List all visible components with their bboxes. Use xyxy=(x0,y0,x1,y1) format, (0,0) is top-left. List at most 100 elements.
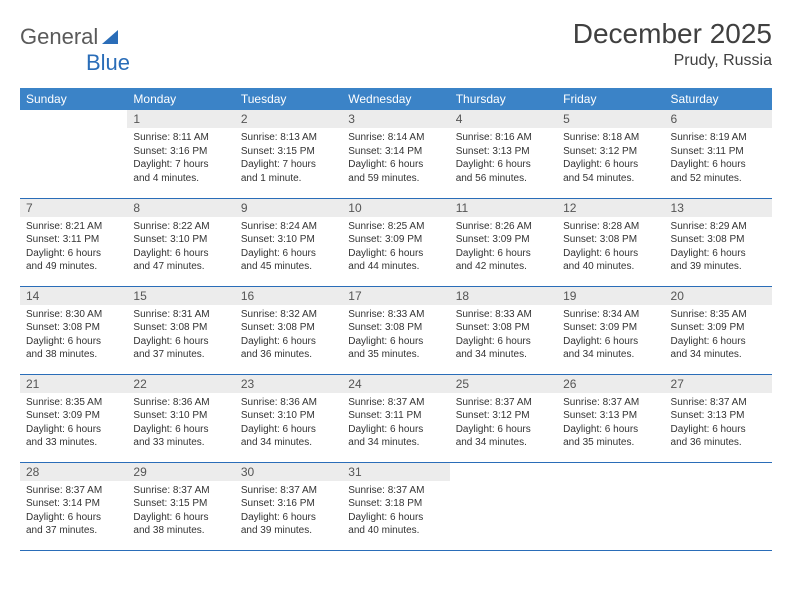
calendar-cell xyxy=(450,462,557,550)
calendar-week-row: 1Sunrise: 8:11 AMSunset: 3:16 PMDaylight… xyxy=(20,110,772,198)
location: Prudy, Russia xyxy=(573,52,772,70)
calendar-cell: 2Sunrise: 8:13 AMSunset: 3:15 PMDaylight… xyxy=(235,110,342,198)
calendar-week-row: 28Sunrise: 8:37 AMSunset: 3:14 PMDayligh… xyxy=(20,462,772,550)
day-details: Sunrise: 8:37 AMSunset: 3:13 PMDaylight:… xyxy=(557,393,664,454)
day-number: 25 xyxy=(450,375,557,393)
calendar-cell xyxy=(665,462,772,550)
day-number: 18 xyxy=(450,287,557,305)
day-details: Sunrise: 8:37 AMSunset: 3:18 PMDaylight:… xyxy=(342,481,449,542)
day-details: Sunrise: 8:37 AMSunset: 3:15 PMDaylight:… xyxy=(127,481,234,542)
title-block: December 2025 Prudy, Russia xyxy=(573,18,772,70)
day-number: 13 xyxy=(665,199,772,217)
day-number: 4 xyxy=(450,110,557,128)
day-details: Sunrise: 8:37 AMSunset: 3:14 PMDaylight:… xyxy=(20,481,127,542)
calendar-week-row: 7Sunrise: 8:21 AMSunset: 3:11 PMDaylight… xyxy=(20,198,772,286)
day-details: Sunrise: 8:14 AMSunset: 3:14 PMDaylight:… xyxy=(342,128,449,189)
day-details: Sunrise: 8:29 AMSunset: 3:08 PMDaylight:… xyxy=(665,217,772,278)
day-number: 2 xyxy=(235,110,342,128)
calendar-cell: 1Sunrise: 8:11 AMSunset: 3:16 PMDaylight… xyxy=(127,110,234,198)
day-details: Sunrise: 8:24 AMSunset: 3:10 PMDaylight:… xyxy=(235,217,342,278)
day-details: Sunrise: 8:37 AMSunset: 3:13 PMDaylight:… xyxy=(665,393,772,454)
calendar-cell: 26Sunrise: 8:37 AMSunset: 3:13 PMDayligh… xyxy=(557,374,664,462)
day-number: 6 xyxy=(665,110,772,128)
calendar-table: SundayMondayTuesdayWednesdayThursdayFrid… xyxy=(20,88,772,551)
calendar-cell: 6Sunrise: 8:19 AMSunset: 3:11 PMDaylight… xyxy=(665,110,772,198)
calendar-cell: 8Sunrise: 8:22 AMSunset: 3:10 PMDaylight… xyxy=(127,198,234,286)
day-details: Sunrise: 8:28 AMSunset: 3:08 PMDaylight:… xyxy=(557,217,664,278)
calendar-cell: 17Sunrise: 8:33 AMSunset: 3:08 PMDayligh… xyxy=(342,286,449,374)
calendar-cell: 22Sunrise: 8:36 AMSunset: 3:10 PMDayligh… xyxy=(127,374,234,462)
day-number: 11 xyxy=(450,199,557,217)
weekday-header: Thursday xyxy=(450,88,557,110)
day-number: 3 xyxy=(342,110,449,128)
day-details: Sunrise: 8:19 AMSunset: 3:11 PMDaylight:… xyxy=(665,128,772,189)
day-number: 28 xyxy=(20,463,127,481)
logo-text-blue: Blue xyxy=(86,50,130,75)
day-details: Sunrise: 8:13 AMSunset: 3:15 PMDaylight:… xyxy=(235,128,342,189)
day-details: Sunrise: 8:18 AMSunset: 3:12 PMDaylight:… xyxy=(557,128,664,189)
calendar-cell: 10Sunrise: 8:25 AMSunset: 3:09 PMDayligh… xyxy=(342,198,449,286)
day-number xyxy=(450,463,557,481)
day-number: 19 xyxy=(557,287,664,305)
calendar-body: 1Sunrise: 8:11 AMSunset: 3:16 PMDaylight… xyxy=(20,110,772,550)
calendar-cell: 14Sunrise: 8:30 AMSunset: 3:08 PMDayligh… xyxy=(20,286,127,374)
logo-text-general: General xyxy=(20,24,98,50)
calendar-cell: 11Sunrise: 8:26 AMSunset: 3:09 PMDayligh… xyxy=(450,198,557,286)
calendar-cell: 12Sunrise: 8:28 AMSunset: 3:08 PMDayligh… xyxy=(557,198,664,286)
month-title: December 2025 xyxy=(573,18,772,50)
weekday-header: Monday xyxy=(127,88,234,110)
day-details: Sunrise: 8:35 AMSunset: 3:09 PMDaylight:… xyxy=(665,305,772,366)
calendar-cell: 28Sunrise: 8:37 AMSunset: 3:14 PMDayligh… xyxy=(20,462,127,550)
calendar-head: SundayMondayTuesdayWednesdayThursdayFrid… xyxy=(20,88,772,110)
day-number xyxy=(557,463,664,481)
day-details: Sunrise: 8:37 AMSunset: 3:12 PMDaylight:… xyxy=(450,393,557,454)
day-number: 12 xyxy=(557,199,664,217)
calendar-cell xyxy=(557,462,664,550)
day-details: Sunrise: 8:22 AMSunset: 3:10 PMDaylight:… xyxy=(127,217,234,278)
calendar-cell: 25Sunrise: 8:37 AMSunset: 3:12 PMDayligh… xyxy=(450,374,557,462)
day-details: Sunrise: 8:11 AMSunset: 3:16 PMDaylight:… xyxy=(127,128,234,189)
day-details: Sunrise: 8:37 AMSunset: 3:11 PMDaylight:… xyxy=(342,393,449,454)
calendar-week-row: 14Sunrise: 8:30 AMSunset: 3:08 PMDayligh… xyxy=(20,286,772,374)
day-number: 5 xyxy=(557,110,664,128)
day-details: Sunrise: 8:32 AMSunset: 3:08 PMDaylight:… xyxy=(235,305,342,366)
weekday-header: Friday xyxy=(557,88,664,110)
calendar-cell: 15Sunrise: 8:31 AMSunset: 3:08 PMDayligh… xyxy=(127,286,234,374)
day-details: Sunrise: 8:30 AMSunset: 3:08 PMDaylight:… xyxy=(20,305,127,366)
day-details: Sunrise: 8:33 AMSunset: 3:08 PMDaylight:… xyxy=(342,305,449,366)
header: GeneralBlue December 2025 Prudy, Russia xyxy=(20,18,772,76)
calendar-week-row: 21Sunrise: 8:35 AMSunset: 3:09 PMDayligh… xyxy=(20,374,772,462)
sail-icon xyxy=(102,30,118,44)
day-number: 31 xyxy=(342,463,449,481)
calendar-cell: 18Sunrise: 8:33 AMSunset: 3:08 PMDayligh… xyxy=(450,286,557,374)
day-details: Sunrise: 8:21 AMSunset: 3:11 PMDaylight:… xyxy=(20,217,127,278)
day-number xyxy=(20,110,127,128)
calendar-cell: 20Sunrise: 8:35 AMSunset: 3:09 PMDayligh… xyxy=(665,286,772,374)
calendar-cell: 4Sunrise: 8:16 AMSunset: 3:13 PMDaylight… xyxy=(450,110,557,198)
day-details: Sunrise: 8:37 AMSunset: 3:16 PMDaylight:… xyxy=(235,481,342,542)
day-number: 22 xyxy=(127,375,234,393)
day-number: 29 xyxy=(127,463,234,481)
weekday-header: Wednesday xyxy=(342,88,449,110)
calendar-cell: 7Sunrise: 8:21 AMSunset: 3:11 PMDaylight… xyxy=(20,198,127,286)
day-details: Sunrise: 8:36 AMSunset: 3:10 PMDaylight:… xyxy=(235,393,342,454)
day-details: Sunrise: 8:33 AMSunset: 3:08 PMDaylight:… xyxy=(450,305,557,366)
day-number: 24 xyxy=(342,375,449,393)
day-details: Sunrise: 8:35 AMSunset: 3:09 PMDaylight:… xyxy=(20,393,127,454)
day-number: 10 xyxy=(342,199,449,217)
calendar-cell: 5Sunrise: 8:18 AMSunset: 3:12 PMDaylight… xyxy=(557,110,664,198)
calendar-cell: 3Sunrise: 8:14 AMSunset: 3:14 PMDaylight… xyxy=(342,110,449,198)
day-details: Sunrise: 8:16 AMSunset: 3:13 PMDaylight:… xyxy=(450,128,557,189)
calendar-cell: 30Sunrise: 8:37 AMSunset: 3:16 PMDayligh… xyxy=(235,462,342,550)
day-number: 26 xyxy=(557,375,664,393)
day-number: 1 xyxy=(127,110,234,128)
day-number: 27 xyxy=(665,375,772,393)
day-number: 9 xyxy=(235,199,342,217)
day-details: Sunrise: 8:25 AMSunset: 3:09 PMDaylight:… xyxy=(342,217,449,278)
weekday-header: Tuesday xyxy=(235,88,342,110)
calendar-cell: 9Sunrise: 8:24 AMSunset: 3:10 PMDaylight… xyxy=(235,198,342,286)
day-details: Sunrise: 8:26 AMSunset: 3:09 PMDaylight:… xyxy=(450,217,557,278)
calendar-cell: 31Sunrise: 8:37 AMSunset: 3:18 PMDayligh… xyxy=(342,462,449,550)
calendar-cell: 27Sunrise: 8:37 AMSunset: 3:13 PMDayligh… xyxy=(665,374,772,462)
day-details: Sunrise: 8:36 AMSunset: 3:10 PMDaylight:… xyxy=(127,393,234,454)
